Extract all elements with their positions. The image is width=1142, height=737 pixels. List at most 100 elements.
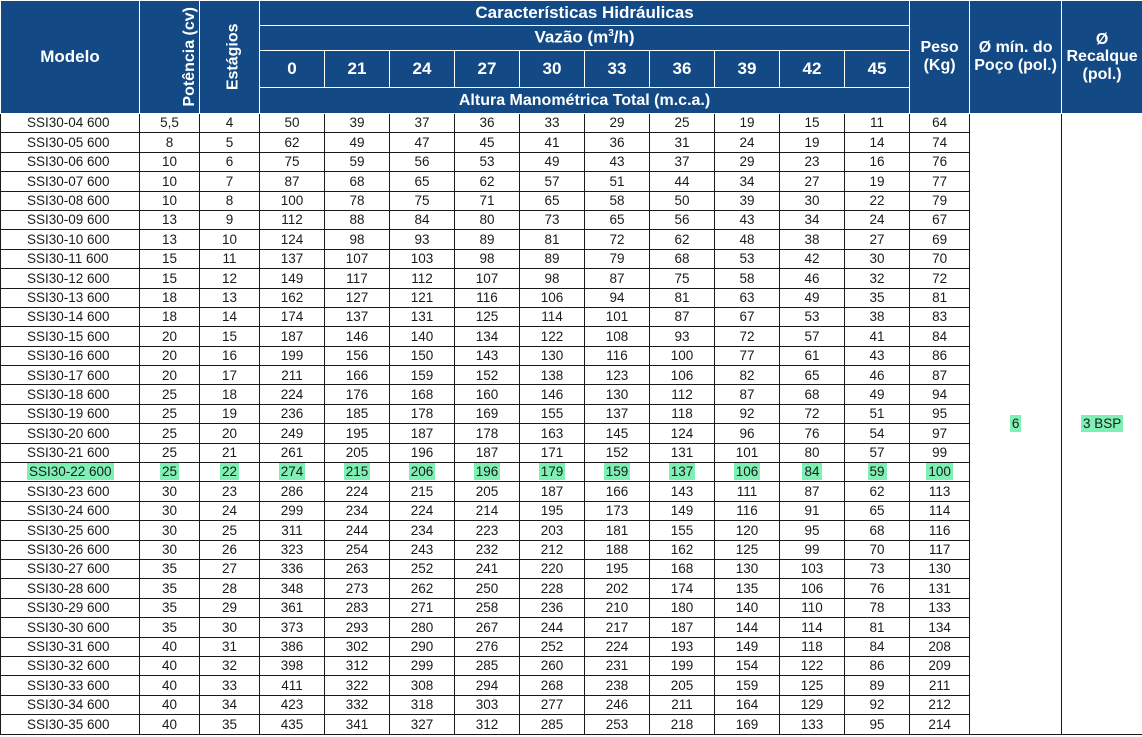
cell-power: 10 [139, 151, 200, 173]
highlighted-value: 137 [668, 463, 696, 481]
cell-head-q21: 176 [324, 384, 390, 405]
cell-power: 25 [139, 423, 200, 444]
cell-head-q39: 63 [714, 287, 780, 308]
cell-head-q42: 76 [779, 423, 845, 444]
header-flow-value: 27 [454, 50, 520, 88]
header-well-diameter: Ø mín. do Poço (pol.) [969, 0, 1063, 114]
cell-head-q42: 15 [779, 112, 845, 134]
cell-power: 40 [139, 636, 200, 657]
cell-head-q33: 145 [584, 423, 650, 444]
cell-head-q33: 123 [584, 365, 650, 386]
cell-head-q45: 89 [843, 675, 911, 696]
cell-head-q45: 32 [843, 268, 911, 289]
cell-head-q33: 195 [584, 558, 650, 580]
cell-head-q21: 205 [324, 442, 390, 464]
cell-model: SSI30-13 600 [0, 287, 140, 308]
table-row: SSI30-33 600 40 33 411 322 308 294 268 238 205 159… [0, 675, 1142, 696]
cell-power: 20 [139, 326, 200, 347]
cell-head-q39: 19 [714, 112, 780, 134]
cell-head-q45: 35 [843, 287, 911, 308]
cell-head-q36: 193 [649, 636, 715, 657]
cell-head-q24: 140 [389, 326, 455, 347]
cell-head-q42: 95 [779, 520, 845, 541]
header-hydraulic: Características Hidráulicas [258, 0, 911, 26]
cell-model: SSI30-19 600 [0, 403, 140, 425]
table-row: SSI30-04 600 5,5 4 50 39 37 36 33 29 25 19 15 11 64 6 3… [0, 112, 1142, 735]
cell-head-q36: 118 [649, 403, 715, 425]
cell-head-q45: 24 [843, 209, 911, 231]
header-flow-value: 33 [584, 50, 650, 88]
cell-head-q24: 206 [389, 462, 455, 483]
cell-model: SSI30-11 600 [0, 248, 140, 270]
cell-head-q39: 130 [714, 558, 780, 580]
cell-model: SSI30-16 600 [0, 345, 140, 367]
cell-power: 30 [139, 481, 200, 502]
cell-head-q45: 22 [843, 190, 911, 211]
cell-head-q33: 101 [584, 306, 650, 328]
cell-head-q30: 195 [519, 500, 585, 522]
cell-head-q39: 39 [714, 190, 780, 211]
cell-head-q42: 19 [779, 132, 845, 153]
cell-head-q0: 149 [259, 268, 325, 289]
cell-power: 30 [139, 500, 200, 522]
cell-head-q39: 96 [714, 423, 780, 444]
cell-model: SSI30-04 600 [0, 112, 140, 134]
cell-head-q0: 112 [259, 209, 325, 231]
cell-head-q45: 11 [843, 112, 911, 134]
cell-power: 10 [139, 171, 200, 192]
cell-weight: 64 [909, 112, 971, 134]
cell-stages: 12 [199, 268, 260, 289]
cell-head-q27: 80 [454, 209, 520, 231]
cell-head-q30: 260 [519, 655, 585, 677]
cell-head-q36: 106 [649, 365, 715, 386]
highlighted-value: 106 [733, 463, 761, 481]
cell-head-q39: 149 [714, 636, 780, 657]
cell-head-q42: 42 [779, 248, 845, 270]
cell-head-q30: 236 [519, 597, 585, 619]
cell-power: 35 [139, 578, 200, 599]
cell-head-q39: 106 [714, 462, 780, 483]
table-row: SSI30-07 600 10 7 87 68 65 62 57 51 44 34 27 19 77 [0, 171, 1142, 192]
cell-head-q27: 241 [454, 558, 520, 580]
cell-head-q27: 276 [454, 636, 520, 657]
cell-head-q39: 159 [714, 675, 780, 696]
cell-head-q21: 146 [324, 326, 390, 347]
cell-head-q0: 423 [259, 694, 325, 716]
table-body: SSI30-04 600 5,5 4 50 39 37 36 33 29 25 19 15 11 64 6 3… [0, 112, 1142, 735]
cell-head-q39: 116 [714, 500, 780, 522]
cell-head-q0: 323 [259, 539, 325, 560]
cell-head-q36: 81 [649, 287, 715, 308]
cell-weight: 212 [909, 694, 971, 716]
highlighted-value: 179 [538, 463, 566, 481]
cell-stages: 7 [199, 171, 260, 192]
cell-power: 18 [139, 306, 200, 328]
cell-head-q0: 137 [259, 248, 325, 270]
cell-head-q36: 180 [649, 597, 715, 619]
cell-head-q24: 159 [389, 365, 455, 386]
cell-head-q24: 75 [389, 190, 455, 211]
cell-head-q0: 398 [259, 655, 325, 677]
cell-head-q36: 56 [649, 209, 715, 231]
cell-head-q39: 43 [714, 209, 780, 231]
cell-power: 35 [139, 597, 200, 619]
highlighted-value: 215 [343, 463, 371, 481]
cell-head-q33: 51 [584, 171, 650, 192]
table-row: SSI30-26 600 30 26 323 254 243 232 212 188 162 125… [0, 539, 1142, 560]
cell-head-q0: 261 [259, 442, 325, 464]
cell-head-q30: 89 [519, 248, 585, 270]
cell-head-q24: 280 [389, 617, 455, 638]
cell-stages: 28 [199, 578, 260, 599]
cell-weight: 133 [909, 597, 971, 619]
cell-weight: 81 [909, 287, 971, 308]
cell-model: SSI30-32 600 [0, 655, 140, 677]
cell-model: SSI30-21 600 [0, 442, 140, 464]
cell-head-q27: 71 [454, 190, 520, 211]
cell-head-q42: 61 [779, 345, 845, 367]
cell-head-q39: 120 [714, 520, 780, 541]
cell-head-q33: 108 [584, 326, 650, 347]
cell-head-q24: 215 [389, 481, 455, 502]
header-flow-prefix: Vazão (m [534, 27, 609, 47]
cell-model: SSI30-10 600 [0, 229, 140, 250]
cell-model: SSI30-18 600 [0, 384, 140, 405]
cell-power: 40 [139, 694, 200, 716]
